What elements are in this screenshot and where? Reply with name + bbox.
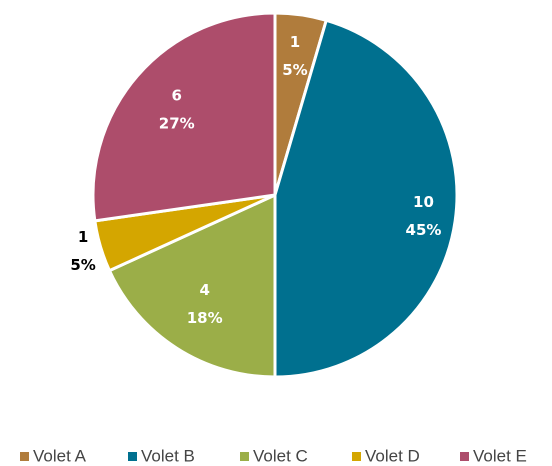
percent-label: 27% bbox=[159, 114, 195, 132]
legend-label: Volet A bbox=[33, 446, 87, 465]
legend-label: Volet B bbox=[141, 446, 195, 465]
percent-label: 18% bbox=[187, 309, 223, 327]
legend-swatch bbox=[20, 452, 29, 461]
pie-slice bbox=[107, 192, 277, 379]
legend-label: Volet E bbox=[473, 446, 527, 465]
pie-slice bbox=[273, 18, 459, 379]
data-label: 1 bbox=[290, 33, 300, 51]
percent-label: 45% bbox=[406, 221, 442, 239]
legend-label: Volet C bbox=[253, 446, 308, 465]
legend-swatch bbox=[352, 452, 361, 461]
percent-label: 5% bbox=[282, 61, 307, 79]
data-label: 4 bbox=[199, 281, 209, 299]
data-label: 6 bbox=[172, 86, 182, 104]
legend-swatch bbox=[460, 452, 469, 461]
pie-slice bbox=[91, 11, 277, 223]
legend-swatch bbox=[128, 452, 137, 461]
data-label: 1 bbox=[78, 228, 88, 246]
data-label: 10 bbox=[413, 193, 434, 211]
percent-label: 5% bbox=[70, 256, 95, 274]
legend-swatch bbox=[240, 452, 249, 461]
legend-label: Volet D bbox=[365, 446, 420, 465]
